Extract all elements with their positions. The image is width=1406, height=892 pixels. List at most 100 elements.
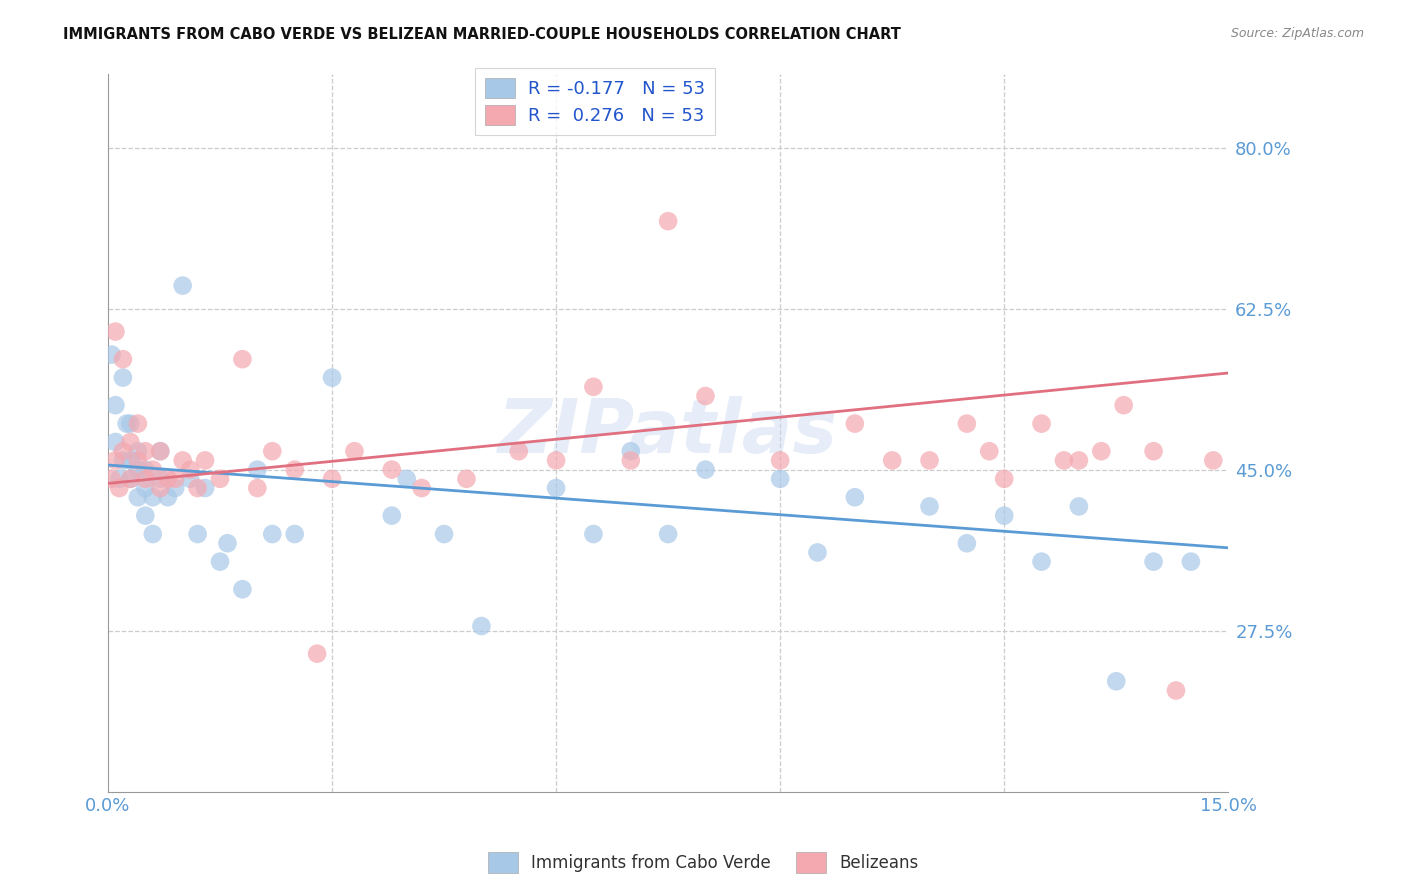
Point (149, 444, 172, 458)
Point (165, 472, 187, 486)
Point (179, 472, 201, 486)
Point (246, 462, 269, 476)
Point (104, 435, 127, 450)
Point (120, 453, 142, 467)
Point (127, 417, 149, 431)
Point (769, 472, 792, 486)
Point (284, 527, 307, 541)
Point (108, 472, 131, 486)
Point (993, 508, 1015, 523)
Point (1202, 453, 1225, 467)
Point (111, 453, 134, 467)
Point (134, 444, 156, 458)
Point (134, 462, 156, 476)
Point (149, 481, 172, 495)
Point (956, 417, 979, 431)
Point (134, 508, 156, 523)
Point (142, 490, 165, 504)
Point (111, 444, 134, 458)
Point (127, 490, 149, 504)
Point (172, 278, 194, 293)
Point (104, 453, 127, 467)
Point (149, 444, 172, 458)
Text: IMMIGRANTS FROM CABO VERDE VS BELIZEAN MARRIED-COUPLE HOUSEHOLDS CORRELATION CHA: IMMIGRANTS FROM CABO VERDE VS BELIZEAN M… (63, 27, 901, 42)
Point (127, 453, 149, 467)
Point (108, 481, 131, 495)
Point (582, 527, 605, 541)
Point (395, 472, 418, 486)
Point (120, 417, 142, 431)
Point (582, 380, 605, 394)
Point (127, 462, 149, 476)
Point (262, 444, 284, 458)
Point (231, 352, 253, 367)
Point (217, 536, 239, 550)
Point (1067, 500, 1090, 514)
Text: Source: ZipAtlas.com: Source: ZipAtlas.com (1230, 27, 1364, 40)
Point (134, 481, 156, 495)
Point (165, 481, 187, 495)
Point (231, 582, 253, 597)
Point (142, 527, 165, 541)
Point (307, 647, 329, 661)
Point (411, 481, 433, 495)
Point (1031, 555, 1053, 569)
Point (1105, 674, 1128, 689)
Point (1142, 555, 1164, 569)
Point (844, 417, 866, 431)
Point (1053, 453, 1076, 467)
Point (508, 444, 530, 458)
Point (657, 214, 679, 228)
Point (1031, 417, 1053, 431)
Point (194, 481, 217, 495)
Point (343, 444, 366, 458)
Point (918, 500, 941, 514)
Point (187, 481, 209, 495)
Point (321, 472, 343, 486)
Point (156, 472, 179, 486)
Point (208, 472, 231, 486)
Text: ZIPatlas: ZIPatlas (498, 396, 838, 469)
Point (120, 472, 142, 486)
Point (695, 462, 717, 476)
Point (104, 325, 127, 339)
Point (111, 370, 134, 384)
Point (546, 453, 568, 467)
Point (100, 472, 122, 486)
Point (120, 435, 142, 450)
Point (657, 527, 679, 541)
Point (1180, 555, 1202, 569)
Point (156, 490, 179, 504)
Point (456, 472, 478, 486)
Point (620, 444, 643, 458)
Point (993, 472, 1015, 486)
Point (120, 472, 142, 486)
Point (956, 536, 979, 550)
Point (844, 490, 866, 504)
Point (134, 472, 156, 486)
Point (882, 453, 904, 467)
Point (433, 527, 456, 541)
Point (262, 527, 284, 541)
Point (1067, 453, 1090, 467)
Point (149, 472, 172, 486)
Point (806, 545, 828, 559)
Point (179, 462, 201, 476)
Point (620, 453, 643, 467)
Legend: R = -0.177   N = 53, R =  0.276   N = 53: R = -0.177 N = 53, R = 0.276 N = 53 (475, 68, 716, 136)
Point (194, 453, 217, 467)
Point (100, 348, 122, 362)
Point (695, 389, 717, 403)
Point (115, 417, 138, 431)
Point (470, 619, 492, 633)
Point (546, 481, 568, 495)
Legend: Immigrants from Cabo Verde, Belizeans: Immigrants from Cabo Verde, Belizeans (481, 846, 925, 880)
Point (1164, 683, 1187, 698)
Point (187, 527, 209, 541)
Point (284, 462, 307, 476)
Point (127, 444, 149, 458)
Point (321, 370, 343, 384)
Point (142, 462, 165, 476)
Point (918, 453, 941, 467)
Point (381, 462, 404, 476)
